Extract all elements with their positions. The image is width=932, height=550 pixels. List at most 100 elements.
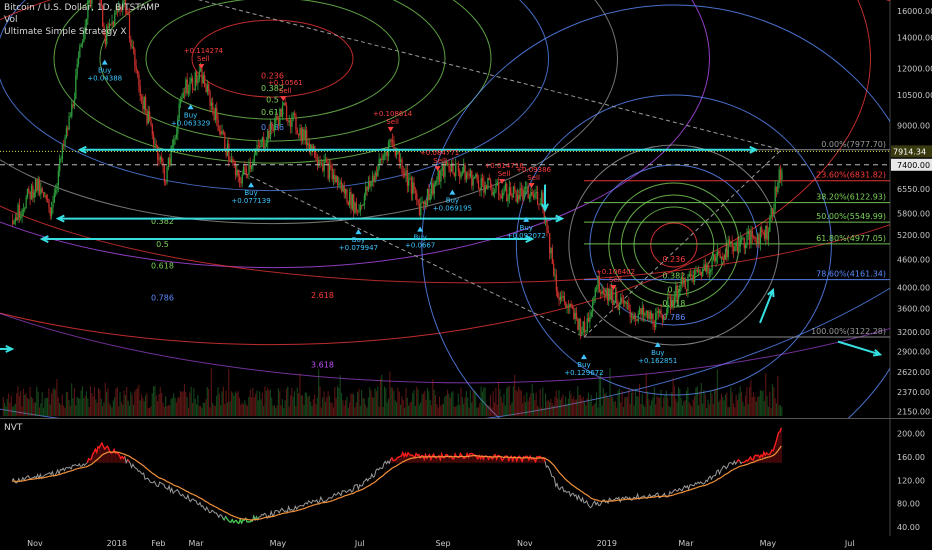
volume-bar: [749, 386, 751, 416]
volume-bar: [339, 375, 341, 416]
candle-body: [673, 296, 676, 306]
candle-body: [421, 202, 423, 204]
volume-bar: [287, 386, 289, 416]
volume-bar: [346, 396, 348, 416]
candle-body: [757, 234, 759, 244]
volume-bar: [281, 399, 284, 416]
nvt-low-line: [241, 519, 244, 524]
candle-body: [510, 187, 512, 196]
volume-bar: [582, 396, 584, 416]
candle-body: [770, 208, 772, 218]
fib-circle-bottom: [421, 4, 890, 418]
volume-bar: [514, 374, 516, 416]
volume-bar: [652, 397, 654, 416]
candle-body: [210, 102, 213, 106]
volume-bar: [42, 407, 45, 416]
volume-bar: [585, 405, 587, 416]
volume-bar: [593, 404, 595, 416]
volume-bar: [253, 397, 255, 416]
buy-marker: [449, 189, 456, 195]
fib-circle-bottom: [650, 222, 698, 268]
volume-bar: [112, 400, 114, 416]
fib-circle-top: [99, 0, 446, 142]
candle-body: [276, 116, 278, 120]
volume-bar: [625, 397, 627, 416]
volume-bar: [436, 404, 438, 416]
trend-line-dashed: [237, 169, 585, 338]
nvt-low-line: [249, 520, 252, 523]
volume-bar: [174, 397, 176, 416]
candle-body: [268, 130, 270, 139]
volume-bar: [534, 400, 536, 416]
fib-arc-large: [0, 0, 890, 284]
candle-body: [758, 234, 760, 244]
nvt-tick-label: 80.00: [897, 500, 920, 509]
candle-body: [44, 195, 46, 197]
nvt-pane: [11, 427, 782, 525]
candle-body: [130, 39, 132, 47]
candle-body: [707, 264, 709, 274]
volume-bar: [418, 404, 420, 416]
candle-body: [89, 0, 92, 4]
volume-bar: [762, 390, 764, 416]
candle-body: [591, 302, 594, 313]
candle-body: [499, 194, 501, 197]
volume-bar: [445, 395, 447, 416]
candle-body: [61, 145, 64, 159]
candle-body: [532, 194, 535, 198]
fib-level-label: 0.00%(7977.70): [821, 140, 886, 149]
sell-label: +0.108614: [373, 110, 413, 118]
fib-circle-label: 2.618: [311, 291, 334, 300]
volume-bar: [714, 390, 716, 416]
volume-bar: [240, 404, 242, 416]
candle-body: [375, 172, 378, 177]
candle-body: [146, 110, 148, 124]
candle-body: [506, 183, 508, 201]
candle-body: [716, 250, 719, 257]
volume-bar: [299, 373, 301, 416]
candle-body: [318, 161, 320, 164]
candle-body: [154, 144, 156, 146]
volume-bar: [127, 400, 129, 416]
candle-body: [221, 131, 223, 135]
candle-body: [550, 248, 552, 254]
candle-body: [353, 194, 355, 213]
candle-body: [412, 182, 414, 194]
candle-body: [492, 192, 494, 195]
candle-body: [655, 312, 657, 328]
volume-bar: [344, 400, 347, 416]
candle-body: [256, 145, 258, 152]
volume-bar: [684, 399, 686, 416]
volume-bar: [81, 386, 83, 416]
candle-body: [68, 116, 70, 130]
volume-bar: [695, 387, 697, 416]
candle-body: [208, 84, 210, 92]
volume-bar: [579, 394, 582, 416]
volume-bar: [73, 388, 75, 416]
volume-bar: [489, 394, 492, 416]
volume-bar: [12, 406, 14, 416]
volume-bar: [221, 391, 223, 416]
candle-body: [437, 170, 439, 180]
candle-body: [489, 179, 492, 188]
volume-bar: [672, 377, 674, 416]
candle-body: [330, 164, 332, 168]
buy-label: +0.069195: [433, 205, 472, 213]
volume-bar: [88, 406, 90, 416]
volume-bar: [157, 401, 159, 416]
candle-body: [397, 151, 399, 153]
fib-level-label: 61.80%(4977.05): [816, 234, 886, 243]
volume-bar: [46, 397, 49, 416]
volume-bar: [703, 389, 705, 416]
volume-bar: [526, 392, 528, 416]
candle-body: [77, 56, 80, 65]
candle-body: [85, 18, 88, 26]
volume-bar: [390, 387, 392, 416]
buy-label: +0.063329: [171, 119, 210, 127]
volume-bar: [610, 396, 612, 416]
volume-bar: [659, 397, 661, 416]
volume-bar: [428, 391, 430, 416]
candle-body: [649, 311, 652, 319]
candle-body: [774, 186, 776, 210]
